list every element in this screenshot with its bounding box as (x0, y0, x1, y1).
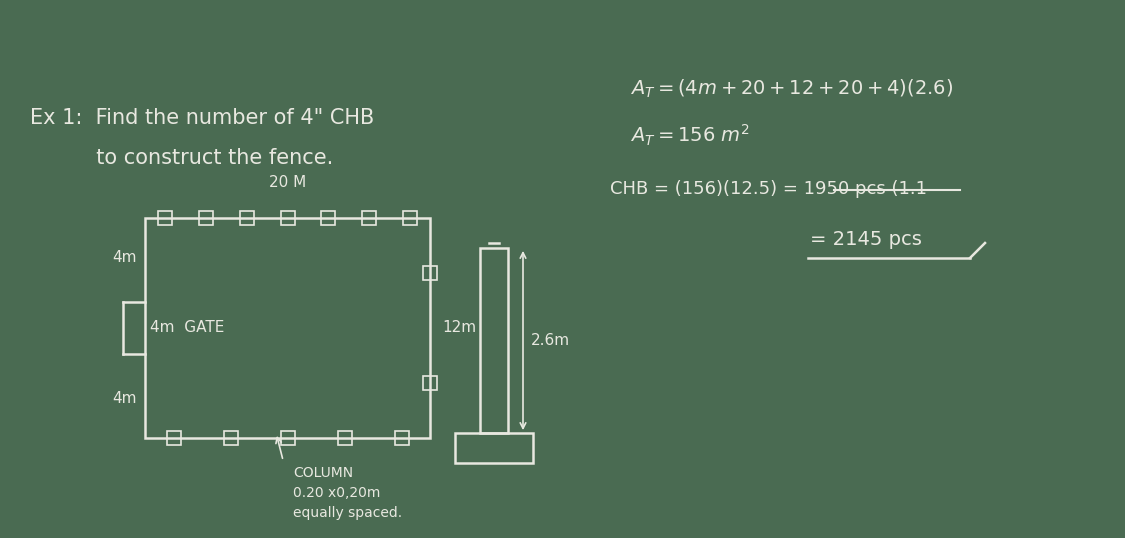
Text: to construct the fence.: to construct the fence. (30, 148, 333, 168)
Bar (280, 211, 295, 225)
Bar (362, 211, 376, 225)
Text: $A_T = 156\ m^2$: $A_T = 156\ m^2$ (630, 123, 750, 148)
Bar (166, 431, 180, 445)
Bar (224, 431, 237, 445)
Bar (199, 211, 213, 225)
Text: 4m: 4m (112, 391, 137, 406)
Bar (159, 211, 172, 225)
Bar (423, 266, 436, 280)
Bar (395, 431, 408, 445)
Text: = 2145 pcs: = 2145 pcs (810, 230, 921, 249)
Bar (455, 433, 533, 463)
Text: 12m: 12m (442, 321, 476, 336)
Text: CHB = (156)(12.5) = 1950 pcs (1.1: CHB = (156)(12.5) = 1950 pcs (1.1 (610, 180, 927, 198)
Bar (423, 376, 436, 390)
Text: equally spaced.: equally spaced. (294, 506, 403, 520)
Text: 4m: 4m (112, 250, 137, 265)
Text: 4m  GATE: 4m GATE (150, 321, 224, 336)
Text: 0.20 x0,20m: 0.20 x0,20m (294, 486, 380, 500)
Text: Ex 1:  Find the number of 4" CHB: Ex 1: Find the number of 4" CHB (30, 108, 375, 128)
Bar (322, 211, 335, 225)
Bar (403, 211, 416, 225)
Bar (480, 248, 508, 433)
Text: 20 M: 20 M (269, 175, 306, 190)
Bar (240, 211, 254, 225)
Text: $A_T = (4m + 20 + 12 + 20 + 4)(2.6)$: $A_T = (4m + 20 + 12 + 20 + 4)(2.6)$ (630, 78, 953, 100)
Text: 2.6m: 2.6m (531, 333, 570, 348)
Bar (145, 218, 430, 438)
Bar (280, 431, 295, 445)
Text: COLUMN: COLUMN (294, 466, 353, 480)
Bar (338, 431, 351, 445)
